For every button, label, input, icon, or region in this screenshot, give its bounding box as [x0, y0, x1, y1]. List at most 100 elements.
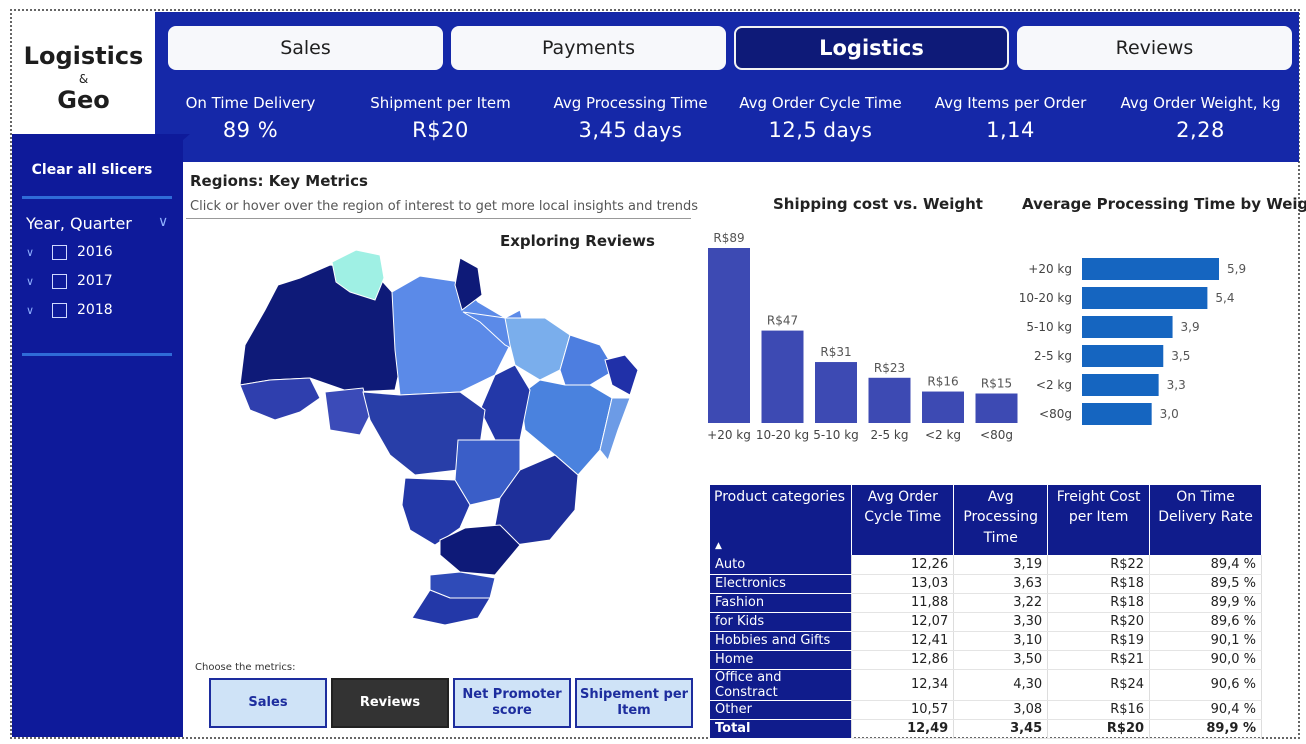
tab-payments[interactable]: Payments — [451, 26, 726, 70]
metric-reviews-button[interactable]: Reviews — [331, 678, 449, 728]
kpi-label: Shipment per Item — [370, 94, 511, 112]
category-cell: for Kids — [710, 612, 853, 632]
data-label: R$23 — [874, 361, 905, 375]
data-label: 5,4 — [1215, 291, 1234, 305]
tick-label: <80g — [1039, 407, 1072, 421]
value-cell: R$18 — [1047, 593, 1151, 613]
value-cell: 89,9 % — [1149, 593, 1262, 613]
value-cell: 89,9 % — [1149, 718, 1262, 739]
value-cell: 12,26 — [851, 555, 955, 575]
kpi-value: R$20 — [412, 118, 469, 142]
column-header[interactable]: On Time Delivery Rate — [1149, 485, 1262, 555]
table-row[interactable]: Home 12,86 3,50 R$21 90,0 % — [710, 650, 1262, 670]
bar — [815, 362, 857, 423]
table-row[interactable]: for Kids 12,07 3,30 R$20 89,6 % — [710, 612, 1262, 632]
table-row[interactable]: Other 10,57 3,08 R$16 90,4 % — [710, 700, 1262, 720]
column-header[interactable]: Avg Processing Time — [953, 485, 1049, 555]
data-label: R$31 — [820, 345, 851, 359]
kpi-label: Avg Order Weight, kg — [1120, 94, 1281, 112]
chevron-down-icon[interactable]: ∨ — [26, 274, 35, 288]
value-cell: 3,10 — [953, 631, 1049, 651]
category-cell: Electronics — [710, 574, 853, 594]
value-cell: R$22 — [1047, 555, 1151, 575]
column-header[interactable]: Product categories ▲ — [710, 485, 853, 555]
clear-slicers-button[interactable]: Clear all slicers — [31, 162, 153, 178]
sort-asc-icon[interactable]: ▲ — [715, 540, 722, 551]
category-cell: Hobbies and Gifts — [710, 631, 853, 651]
metric-shipment-button[interactable]: Shipement per Item — [575, 678, 693, 728]
checkbox[interactable] — [52, 244, 67, 260]
column-header[interactable]: Avg Order Cycle Time — [851, 485, 955, 555]
tick-label: 5-10 kg — [1026, 320, 1072, 334]
kpi-label: Avg Order Cycle Time — [739, 94, 902, 112]
regions-subtitle: Click or hover over the region of intere… — [190, 199, 699, 214]
table-row[interactable]: Office and Constract 12,34 4,30 R$24 90,6 % — [710, 669, 1262, 701]
bar — [1082, 258, 1219, 280]
category-cell: Auto — [710, 555, 853, 575]
value-cell: 89,6 % — [1149, 612, 1262, 632]
value-cell: R$18 — [1047, 574, 1151, 594]
value-cell: 11,88 — [851, 593, 955, 613]
slicer-item-label: 2017 — [77, 273, 113, 289]
map-region — [604, 354, 639, 396]
chevron-down-icon[interactable]: ∨ — [158, 214, 169, 230]
processing-chart-title: Average Processing Time by Weight — [1022, 195, 1306, 213]
table-total-row[interactable]: Total 12,49 3,45 R$20 89,9 % — [710, 718, 1262, 739]
kpi-shipment-per-item: Shipment per Item R$20 — [348, 94, 533, 142]
table-row[interactable]: Auto 12,26 3,19 R$22 89,4 % — [710, 555, 1262, 575]
value-cell: 89,5 % — [1149, 574, 1262, 594]
category-cell: Other — [710, 700, 853, 720]
chevron-down-icon[interactable]: ∨ — [26, 245, 35, 259]
value-cell: 12,34 — [851, 669, 955, 701]
kpi-value: 12,5 days — [768, 118, 873, 142]
category-cell: Office and Constract — [710, 669, 853, 701]
value-cell: 12,86 — [851, 650, 955, 670]
divider — [186, 218, 691, 219]
value-cell: R$19 — [1047, 631, 1151, 651]
value-cell: 12,49 — [851, 718, 955, 739]
tick-label: <80g — [980, 428, 1013, 442]
kpi-avg-processing-time: Avg Processing Time 3,45 days — [538, 94, 723, 142]
value-cell: R$20 — [1047, 718, 1151, 739]
bar — [1082, 403, 1152, 425]
table-row[interactable]: Hobbies and Gifts 12,41 3,10 R$19 90,1 % — [710, 631, 1262, 651]
tick-label: 2-5 kg — [871, 428, 909, 442]
slicer-item-2017[interactable]: ∨ 2017 — [26, 273, 113, 289]
checkbox[interactable] — [52, 273, 67, 289]
tab-reviews[interactable]: Reviews — [1017, 26, 1292, 70]
kpi-value: 1,14 — [986, 118, 1035, 142]
metric-nps-button[interactable]: Net Promoter score — [453, 678, 571, 728]
metric-sales-button[interactable]: Sales — [209, 678, 327, 728]
product-categories-table: Product categories ▲ Avg Order Cycle Time… — [710, 485, 1262, 739]
table-row[interactable]: Fashion 11,88 3,22 R$18 89,9 % — [710, 593, 1262, 613]
table-row[interactable]: Electronics 13,03 3,63 R$18 89,5 % — [710, 574, 1262, 594]
tick-label: <2 kg — [925, 428, 961, 442]
tick-label: 10-20 kg — [1020, 291, 1072, 305]
chevron-down-icon[interactable]: ∨ — [26, 303, 35, 317]
value-cell: 90,6 % — [1149, 669, 1262, 701]
value-cell: 3,50 — [953, 650, 1049, 670]
slicer-item-label: 2016 — [77, 244, 113, 260]
checkbox[interactable] — [52, 302, 67, 318]
report-logo: Logistics & Geo — [12, 12, 155, 134]
map-region — [239, 377, 321, 421]
slicer-item-2016[interactable]: ∨ 2016 — [26, 244, 113, 260]
value-cell: 3,08 — [953, 700, 1049, 720]
data-label: 3,9 — [1181, 320, 1200, 334]
processing-time-chart: +20 kg 5,9 10-20 kg 5,4 5-10 kg 3,9 2-5 kg 3,5 <… — [1020, 258, 1246, 425]
value-cell: R$24 — [1047, 669, 1151, 701]
slicer-item-2018[interactable]: ∨ 2018 — [26, 302, 113, 318]
map-region — [454, 257, 483, 311]
choose-metrics-label: Choose the metrics: — [195, 662, 296, 673]
tab-sales[interactable]: Sales — [168, 26, 443, 70]
tab-logistics[interactable]: Logistics — [734, 26, 1009, 70]
data-label: 5,9 — [1227, 262, 1246, 276]
category-cell: Fashion — [710, 593, 853, 613]
column-header[interactable]: Freight Cost per Item — [1047, 485, 1151, 555]
tick-label: +20 kg — [707, 428, 751, 442]
regions-title: Regions: Key Metrics — [190, 172, 368, 190]
divider — [22, 196, 172, 199]
bar — [1082, 374, 1159, 396]
slicer-title: Year, Quarter — [26, 214, 132, 233]
